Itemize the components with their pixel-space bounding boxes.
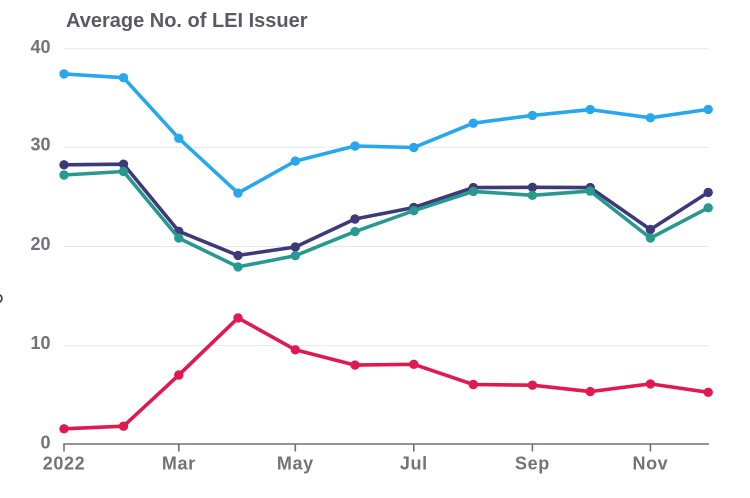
svg-text:Mar: Mar (162, 453, 196, 473)
svg-text:Average No. of LEI Issuer: Average No. of LEI Issuer (66, 10, 308, 32)
svg-text:2022: 2022 (43, 453, 85, 473)
svg-text:May: May (277, 453, 314, 473)
svg-text:20: 20 (30, 234, 50, 254)
svg-text:30: 30 (30, 134, 50, 154)
svg-text:Jul: Jul (400, 453, 428, 473)
svg-text:0: 0 (40, 432, 50, 452)
svg-text:40: 40 (30, 37, 50, 57)
svg-text:10: 10 (30, 333, 50, 353)
svg-text:Nov: Nov (632, 453, 668, 473)
svg-text:Sep: Sep (515, 453, 550, 473)
